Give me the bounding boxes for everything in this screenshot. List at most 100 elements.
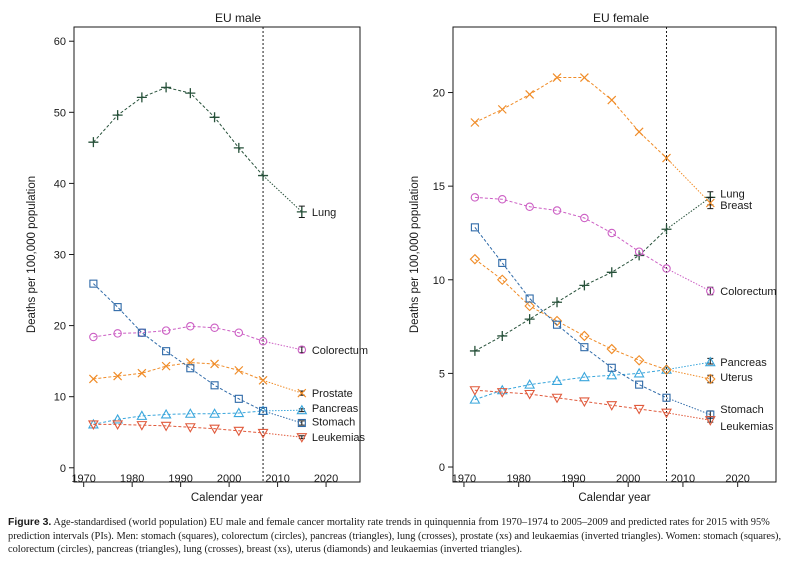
x-tick-label-male-2020: 2020 xyxy=(314,473,338,485)
marker-female-stomach-1972 xyxy=(470,223,479,232)
series-label-female-stomach: Stomach xyxy=(720,404,763,416)
series-line-female-breast xyxy=(474,77,667,159)
marker-male-leukemias-1992 xyxy=(184,423,196,433)
x-axis-title-male: Calendar year xyxy=(191,492,263,504)
prediction-marker-female-leukemias xyxy=(704,416,716,426)
marker-female-pancreas-1987 xyxy=(551,375,563,385)
prediction-marker-female-colorectum xyxy=(706,286,715,296)
marker-male-prostate-1997 xyxy=(210,359,220,369)
y-tick-label-male-20: 20 xyxy=(54,321,66,333)
projection-line-male-prostate xyxy=(262,379,302,394)
y-tick-label-female-20: 20 xyxy=(433,88,445,100)
series-line-female-lung xyxy=(474,228,667,352)
projection-line-male-leukemias xyxy=(262,432,302,438)
prediction-marker-male-prostate xyxy=(297,388,307,398)
marker-female-uterus-1987 xyxy=(551,315,563,327)
marker-female-colorectum-1997 xyxy=(607,228,617,238)
marker-male-lung-1997 xyxy=(209,112,220,123)
marker-female-leukemias-1977 xyxy=(496,388,508,398)
marker-male-prostate-1972 xyxy=(88,374,98,384)
y-tick-label-male-60: 60 xyxy=(54,36,66,48)
marker-male-lung-2007 xyxy=(258,170,269,181)
marker-male-pancreas-1992 xyxy=(184,408,196,418)
y-tick-label-female-10: 10 xyxy=(433,275,445,287)
marker-female-uterus-2002 xyxy=(633,355,645,366)
marker-female-colorectum-1982 xyxy=(525,202,534,212)
marker-female-colorectum-2007 xyxy=(662,264,671,273)
marker-female-leukemias-2007 xyxy=(661,408,672,419)
marker-female-breast-1977 xyxy=(497,104,507,114)
y-tick-label-male-30: 30 xyxy=(54,250,66,262)
marker-female-stomach-1997 xyxy=(607,363,616,372)
series-line-male-pancreas xyxy=(93,410,264,425)
marker-female-pancreas-2002 xyxy=(633,367,645,378)
marker-male-stomach-1997 xyxy=(210,381,219,390)
marker-male-colorectum-1992 xyxy=(186,322,195,331)
prediction-marker-male-lung xyxy=(296,206,307,217)
marker-female-uterus-1982 xyxy=(524,300,535,312)
marker-male-leukemias-1972 xyxy=(87,420,99,431)
marker-male-pancreas-1997 xyxy=(209,408,221,418)
chart-eu-male: EU male 1970 1980 1990 2000 2010 2020 0 10 20 30 40… xyxy=(26,11,368,504)
marker-female-pancreas-1977 xyxy=(496,384,508,395)
series-line-female-stomach xyxy=(474,227,667,399)
marker-male-lung-1972 xyxy=(88,137,99,148)
x-tick-label-female-1980: 1980 xyxy=(506,473,530,485)
figure-caption: Figure 3. Age-standardised (world popula… xyxy=(8,516,786,557)
marker-female-stomach-2007 xyxy=(662,393,671,402)
marker-female-lung-1992 xyxy=(579,280,590,291)
prediction-marker-male-stomach xyxy=(297,418,306,428)
y-tick-label-female-0: 0 xyxy=(439,462,445,474)
projection-line-male-colorectum xyxy=(262,340,302,351)
series-label-female-leukemias: Leukemias xyxy=(720,421,774,433)
marker-female-pancreas-1982 xyxy=(524,379,536,389)
marker-male-colorectum-2002 xyxy=(234,328,244,337)
x-tick-label-female-2020: 2020 xyxy=(725,473,749,485)
prediction-marker-male-colorectum xyxy=(297,345,307,355)
marker-female-lung-1987 xyxy=(552,297,563,308)
marker-female-lung-1972 xyxy=(469,345,480,356)
projection-line-female-leukemias xyxy=(666,412,711,421)
marker-male-stomach-1992 xyxy=(186,364,195,373)
series-label-female-lung: Lung xyxy=(720,189,744,201)
marker-female-uterus-1972 xyxy=(469,253,481,265)
marker-female-lung-2007 xyxy=(661,224,672,235)
marker-female-lung-1997 xyxy=(606,267,617,278)
marker-male-lung-2002 xyxy=(233,142,244,153)
series-line-male-lung xyxy=(93,86,264,176)
marker-male-lung-1982 xyxy=(136,92,147,103)
marker-male-stomach-1982 xyxy=(137,328,146,337)
marker-male-colorectum-1977 xyxy=(113,329,122,338)
y-axis-title-female: Deaths per 100,000 population xyxy=(409,176,421,333)
marker-female-breast-2007 xyxy=(662,153,671,163)
x-tick-label-female-2010: 2010 xyxy=(671,473,695,485)
projection-line-male-lung xyxy=(262,175,303,213)
marker-female-breast-1987 xyxy=(552,73,562,82)
marker-female-leukemias-2002 xyxy=(633,404,645,415)
projection-line-female-pancreas xyxy=(666,361,711,371)
marker-female-colorectum-1987 xyxy=(552,206,562,215)
marker-female-pancreas-1972 xyxy=(469,393,481,404)
x-tick-label-male-1980: 1980 xyxy=(120,473,144,485)
x-tick-label-female-1990: 1990 xyxy=(561,473,585,485)
series-label-female-colorectum: Colorectum xyxy=(720,286,776,298)
prediction-marker-male-leukemias xyxy=(296,433,308,443)
marker-male-stomach-1987 xyxy=(162,347,171,356)
prediction-marker-male-pancreas xyxy=(296,404,308,415)
plot-frame-female xyxy=(452,26,777,483)
caption-text: Age-standardised (world population) EU m… xyxy=(8,517,782,556)
marker-male-leukemias-1997 xyxy=(209,424,221,435)
chart-eu-female: EU female 1970 1980 1990 2000 2010 2020 0 5 10 15 2… xyxy=(409,11,777,504)
marker-female-lung-1982 xyxy=(524,314,535,325)
marker-female-breast-1997 xyxy=(607,95,617,105)
marker-male-prostate-2002 xyxy=(234,365,244,375)
marker-female-uterus-1997 xyxy=(606,343,618,355)
series-label-female-breast: Breast xyxy=(720,200,752,212)
series-label-female-uterus: Uterus xyxy=(720,372,753,384)
series-line-female-colorectum xyxy=(474,196,667,269)
marker-male-leukemias-1982 xyxy=(136,421,148,431)
marker-male-leukemias-2007 xyxy=(257,428,269,439)
series-label-male-lung: Lung xyxy=(312,207,336,219)
marker-male-lung-1977 xyxy=(112,110,123,121)
